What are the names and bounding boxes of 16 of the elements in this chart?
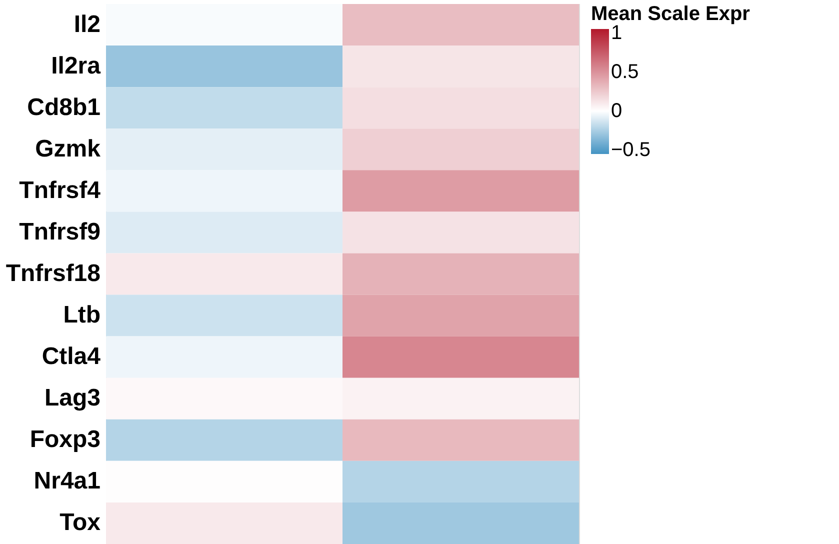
color-bar-label: 0	[611, 100, 622, 122]
y-tick-label: Nr4a1	[34, 468, 100, 495]
y-tick-label: Tnfrsf4	[19, 176, 102, 204]
color-bar-label: 0.5	[611, 60, 639, 83]
y-tick-label: Tnfrsf9	[19, 218, 100, 246]
y-tick-label: Foxp3	[30, 426, 100, 454]
y-tick-label: Cd8b1	[27, 94, 100, 121]
y-tick-label: Ltb	[63, 302, 100, 329]
y-tick-label: Gzmk	[35, 135, 102, 162]
y-tick-label: Tox	[60, 509, 102, 536]
color-bar-label: −0.5	[611, 139, 650, 162]
y-tick-label: Lag3	[44, 384, 100, 412]
y-tick-label: Il2ra	[51, 52, 102, 80]
y-tick-label: Il2	[74, 10, 100, 38]
y-tick-label: Tnfrsf18	[6, 260, 100, 287]
y-tick-label: Ctla4	[42, 343, 102, 370]
